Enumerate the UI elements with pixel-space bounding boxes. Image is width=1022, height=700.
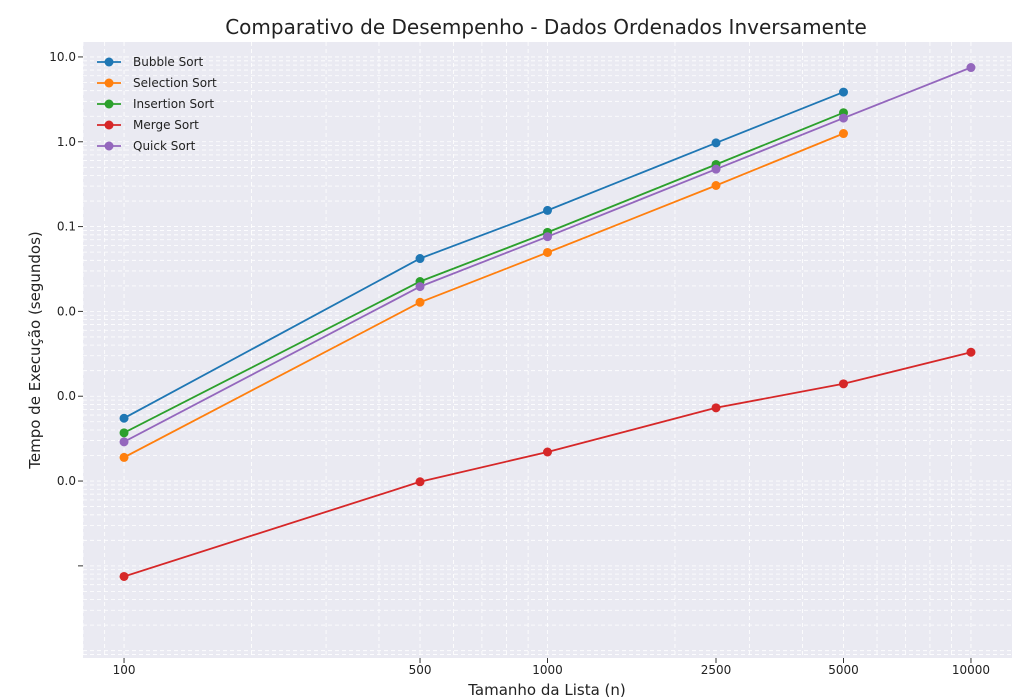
legend-marker-bubble-sort bbox=[104, 57, 114, 67]
selection-sort-point bbox=[119, 452, 129, 462]
selection-sort-point bbox=[543, 247, 552, 257]
x-tick-label: 10000 bbox=[952, 663, 990, 677]
quick-sort-line bbox=[123, 66, 972, 443]
legend-label-quick-sort: Quick Sort bbox=[133, 139, 196, 153]
series-lines bbox=[119, 63, 976, 581]
legend-label-merge-sort: Merge Sort bbox=[133, 118, 199, 132]
insertion-sort-point bbox=[119, 428, 129, 438]
merge-sort-point bbox=[838, 379, 848, 389]
x-tick-label: 500 bbox=[409, 663, 432, 677]
quick-sort-point bbox=[711, 164, 721, 174]
chart-title: Comparativo de Desempenho - Dados Ordena… bbox=[225, 15, 867, 39]
merge-sort-point bbox=[966, 347, 976, 357]
legend-marker-merge-sort bbox=[104, 120, 114, 130]
merge-sort-point bbox=[543, 447, 552, 457]
merge-sort-point bbox=[415, 477, 425, 487]
quick-sort-point bbox=[415, 282, 425, 292]
y-tick-label: 0.0 bbox=[57, 304, 76, 318]
merge-sort-point bbox=[711, 403, 721, 413]
legend: Bubble Sort Selection Sort Insertion Sort M… bbox=[97, 55, 217, 153]
y-tick-label: 0.1 bbox=[57, 220, 76, 234]
selection-sort-point bbox=[838, 129, 848, 139]
legend-label-insertion-sort: Insertion Sort bbox=[133, 97, 214, 111]
y-tick-label: 0.0 bbox=[57, 389, 76, 403]
x-tick-label: 100 bbox=[113, 663, 136, 677]
x-tick-label: 2500 bbox=[701, 663, 732, 677]
legend-marker-selection-sort bbox=[104, 78, 114, 88]
quick-sort-point bbox=[966, 63, 976, 73]
y-tick-label: 10.0 bbox=[49, 50, 76, 64]
bubble-sort-point bbox=[838, 87, 848, 97]
legend-label-bubble-sort: Bubble Sort bbox=[133, 55, 203, 69]
bubble-sort-point bbox=[415, 254, 425, 264]
y-tick-label: 1.0 bbox=[57, 135, 76, 149]
merge-sort-point bbox=[119, 571, 129, 581]
selection-sort-point bbox=[415, 297, 425, 307]
bubble-sort-point bbox=[711, 138, 721, 148]
merge-sort-line bbox=[123, 351, 972, 578]
quick-sort-point bbox=[119, 437, 129, 447]
quick-sort-point bbox=[838, 113, 848, 123]
quick-sort-point bbox=[543, 232, 552, 242]
x-tick-label: 1000 bbox=[532, 663, 563, 677]
x-axis-label: Tamanho da Lista (n) bbox=[467, 681, 626, 699]
x-tick-label: 5000 bbox=[828, 663, 859, 677]
legend-marker-quick-sort bbox=[104, 141, 114, 151]
legend-marker-insertion-sort bbox=[104, 99, 114, 109]
axis-ticks: 100 500 1000 2500 5000 10000 0.0 0.0 0.0 0.1 1.0 10… bbox=[49, 50, 990, 677]
y-axis-label: Tempo de Execução (segundos) bbox=[26, 231, 44, 470]
y-tick-label: 0.0 bbox=[57, 474, 76, 488]
bubble-sort-point bbox=[543, 205, 552, 215]
legend-label-selection-sort: Selection Sort bbox=[133, 76, 217, 90]
bubble-sort-point bbox=[119, 413, 129, 423]
selection-sort-point bbox=[711, 181, 721, 191]
